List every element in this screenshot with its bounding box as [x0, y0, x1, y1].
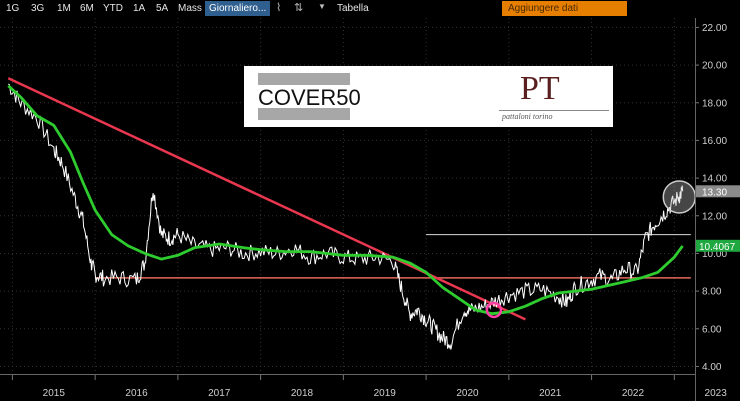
y-tick-label: 18.00: [702, 98, 727, 109]
price-series-line: [8, 83, 684, 350]
y-tick-label: 12.00: [702, 211, 727, 222]
pt-logo-rule: [499, 110, 609, 111]
logo-bar-bottom: [258, 108, 350, 120]
x-tick-label: 2020: [456, 388, 479, 399]
y-tick-label: 20.00: [702, 61, 727, 72]
add-data-field[interactable]: Aggiungere dati: [502, 1, 627, 16]
downtrend-line: [7, 77, 526, 321]
range-max-button[interactable]: Mass: [178, 3, 202, 14]
x-tick-label: 2022: [622, 388, 645, 399]
y-tick-label: 8.00: [702, 287, 722, 298]
x-axis-line: [0, 374, 695, 375]
chart-toolbar: 1G 3G 1M 6M YTD 1A 5A Mass Giornaliero..…: [0, 0, 740, 17]
pt-logo-subtitle: pattaloni torino: [502, 112, 553, 121]
y-tick-label: 4.00: [702, 362, 722, 373]
x-axis: 2015 2016 2017 2018 2019 2020 2021 2022 2023: [11, 374, 728, 399]
y-tick-label: 10.00: [702, 249, 727, 260]
logo-bar-top: [258, 73, 350, 85]
frequency-dropdown[interactable]: Giornaliero...: [205, 1, 271, 16]
x-tick-label: 2016: [125, 388, 148, 399]
line-chart-icon[interactable]: ⌇: [276, 2, 282, 14]
last-price-highlight-circle: [662, 180, 697, 214]
cover50-logo: COVER50: [258, 85, 361, 110]
trendline-layer: [7, 77, 526, 321]
range-6m-button[interactable]: 6M: [80, 3, 94, 14]
table-button[interactable]: Tabella: [337, 3, 369, 14]
x-tick-label: 2019: [374, 388, 397, 399]
moving-average-marker: [696, 239, 740, 252]
y-tick-label: 6.00: [702, 324, 722, 335]
last-price-label: 13.30: [702, 187, 727, 198]
last-price-marker: [696, 185, 740, 198]
x-tick-label: 2015: [43, 388, 66, 399]
range-1d-button[interactable]: 1G: [6, 3, 20, 14]
levels: [95, 234, 691, 279]
x-tick-label: 2023: [705, 388, 728, 399]
range-1y-button[interactable]: 1A: [133, 3, 146, 14]
grid: [0, 18, 695, 374]
y-tick-label: 14.00: [702, 174, 727, 185]
moving-average-line: [7, 84, 684, 316]
range-5y-button[interactable]: 5A: [156, 3, 169, 14]
y-axis: 22.00 20.00 18.00 16.00 14.00 12.00 10.00 8.00 6…: [695, 23, 740, 373]
range-1m-button[interactable]: 1M: [57, 3, 71, 14]
logo-banner: COVER50 PT pattaloni torino: [244, 66, 613, 127]
y-tick-label: 22.00: [702, 23, 727, 34]
y-axis-line: [695, 18, 696, 401]
series-layer: [7, 83, 684, 350]
pt-logo: PT: [520, 70, 560, 107]
range-ytd-button[interactable]: YTD: [103, 3, 123, 14]
x-tick-label: 2018: [291, 388, 314, 399]
x-tick-label: 2021: [539, 388, 562, 399]
range-3d-button[interactable]: 3G: [31, 3, 45, 14]
x-tick-label: 2017: [208, 388, 231, 399]
up-down-arrows-icon[interactable]: ⇅: [294, 2, 304, 14]
y-tick-label: 16.00: [702, 136, 727, 147]
moving-average-label: 10.4067: [699, 242, 736, 253]
breakout-highlight-circle: [485, 301, 503, 319]
chevron-down-icon[interactable]: ▼: [318, 2, 326, 11]
